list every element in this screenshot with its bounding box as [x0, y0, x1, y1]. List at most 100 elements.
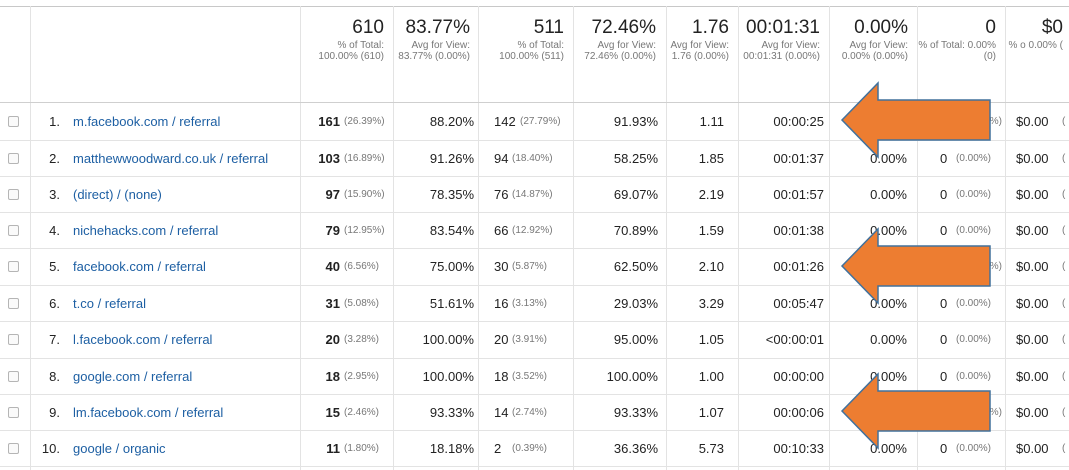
avg-duration-value: 00:01:26: [773, 259, 824, 274]
users-value: 40: [325, 259, 340, 274]
goal-completions-value: 0: [940, 223, 948, 238]
totals-value: $0: [1041, 17, 1063, 38]
source-medium-link[interactable]: (direct) / (none): [73, 187, 162, 202]
new-sessions-value: 51.61%: [429, 296, 474, 311]
users-value: 20: [325, 332, 340, 347]
users-percent: (6.56%): [344, 261, 380, 272]
users-percent: (26.39%): [344, 116, 385, 127]
row-checkbox[interactable]: [8, 189, 19, 200]
source-medium-link[interactable]: nichehacks.com / referral: [73, 223, 219, 238]
goal-value-value: $0.00: [1016, 405, 1049, 420]
goal-completions-percent: (0.00%): [956, 153, 992, 164]
source-medium-link[interactable]: matthewwoodward.co.uk / referral: [73, 151, 269, 166]
users-percent: (3.28%): [344, 334, 380, 345]
users-value: 103: [318, 151, 340, 166]
avg-duration-value: <00:00:01: [765, 332, 824, 347]
pages-per-session-value: 1.59: [698, 223, 724, 238]
new-users-value: 76: [494, 187, 509, 202]
source-medium-link[interactable]: lm.facebook.com / referral: [73, 405, 224, 420]
new-users-percent: (27.79%): [520, 116, 561, 127]
column-divider: [917, 6, 918, 470]
new-users-percent: (14.87%): [512, 189, 553, 200]
row-divider: [0, 285, 1069, 286]
users-value: 161: [318, 114, 340, 129]
goal-value-value: $0.00: [1016, 223, 1049, 238]
users-percent: (5.08%): [344, 298, 380, 309]
totals-value: 1.76: [692, 17, 729, 38]
new-users-value: 16: [494, 296, 509, 311]
row-checkbox[interactable]: [8, 261, 19, 272]
new-users-value: 30: [494, 259, 509, 274]
row-index: 7.: [49, 332, 60, 347]
row-index: 6.: [49, 296, 60, 311]
users-value: 79: [325, 223, 340, 238]
row-checkbox[interactable]: [8, 407, 19, 418]
orange-arrow-left-icon: [840, 227, 991, 305]
header-divider: [0, 102, 1069, 103]
column-divider: [829, 6, 830, 470]
new-users-value: 20: [494, 332, 509, 347]
goal-value-value: $0.00: [1016, 369, 1049, 384]
column-divider: [1005, 6, 1006, 470]
row-divider: [0, 321, 1069, 322]
bounce-rate-value: 100.00%: [606, 369, 658, 384]
goal-completions-percent: (0.00%): [956, 189, 992, 200]
conversion-rate-value: 0.00%: [870, 151, 907, 166]
row-divider: [0, 358, 1069, 359]
row-checkbox[interactable]: [8, 153, 19, 164]
pages-per-session-value: 1.00: [698, 369, 724, 384]
row-checkbox[interactable]: [8, 371, 19, 382]
users-percent: (1.80%): [344, 443, 380, 454]
new-sessions-value: 83.54%: [429, 223, 474, 238]
avg-duration-value: 00:00:06: [773, 405, 824, 420]
source-medium-link[interactable]: l.facebook.com / referral: [73, 332, 213, 347]
new-users-percent: (2.74%): [512, 407, 548, 418]
users-value: 18: [325, 369, 340, 384]
new-sessions-value: 100.00%: [422, 369, 474, 384]
totals-value: 511: [533, 17, 564, 38]
row-divider: [0, 176, 1069, 177]
orange-arrow-left-icon: [840, 372, 991, 450]
row-checkbox[interactable]: [8, 225, 19, 236]
source-medium-link[interactable]: google.com / referral: [73, 369, 193, 384]
users-value: 11: [326, 441, 340, 456]
goal-value-percent: (: [1062, 225, 1066, 236]
row-checkbox[interactable]: [8, 298, 19, 309]
goal-value-value: $0.00: [1016, 187, 1049, 202]
goal-value-percent: (: [1062, 407, 1066, 418]
goal-value-percent: (: [1062, 116, 1066, 127]
conversion-rate-value: 0.00%: [870, 332, 907, 347]
source-medium-link[interactable]: m.facebook.com / referral: [73, 114, 221, 129]
goal-completions-value: 0: [940, 151, 948, 166]
bounce-rate-value: 70.89%: [613, 223, 658, 238]
users-percent: (16.89%): [344, 153, 385, 164]
new-users-percent: (3.13%): [512, 298, 548, 309]
row-checkbox[interactable]: [8, 334, 19, 345]
users-value: 31: [325, 296, 340, 311]
row-checkbox[interactable]: [8, 443, 19, 454]
avg-duration-value: 00:01:57: [773, 187, 824, 202]
totals-subtext: Avg for View: 83.77% (0.00%): [398, 40, 470, 62]
goal-completions-percent: %): [989, 116, 1002, 127]
goal-completions-percent: (0.00%): [956, 334, 992, 345]
bounce-rate-value: 69.07%: [613, 187, 658, 202]
pages-per-session-value: 3.29: [698, 296, 724, 311]
conversion-rate-value: 0.00%: [870, 369, 907, 384]
goal-value-percent: (: [1062, 189, 1066, 200]
new-users-percent: (12.92%): [512, 225, 553, 236]
users-percent: (2.95%): [344, 371, 380, 382]
row-index: 3.: [49, 187, 60, 202]
orange-arrow-left-icon: [840, 81, 991, 159]
avg-duration-value: 00:10:33: [773, 441, 824, 456]
users-percent: (12.95%): [344, 225, 385, 236]
users-percent: (2.46%): [344, 407, 380, 418]
goal-completions-value: 0: [940, 187, 948, 202]
totals-value: 0: [985, 17, 996, 38]
totals-value: 72.46%: [591, 17, 656, 38]
row-checkbox[interactable]: [8, 116, 19, 127]
source-medium-link[interactable]: facebook.com / referral: [73, 259, 206, 274]
source-medium-link[interactable]: t.co / referral: [73, 296, 146, 311]
users-value: 15: [325, 405, 340, 420]
source-medium-link[interactable]: google / organic: [73, 441, 166, 456]
row-index: 5.: [49, 259, 60, 274]
